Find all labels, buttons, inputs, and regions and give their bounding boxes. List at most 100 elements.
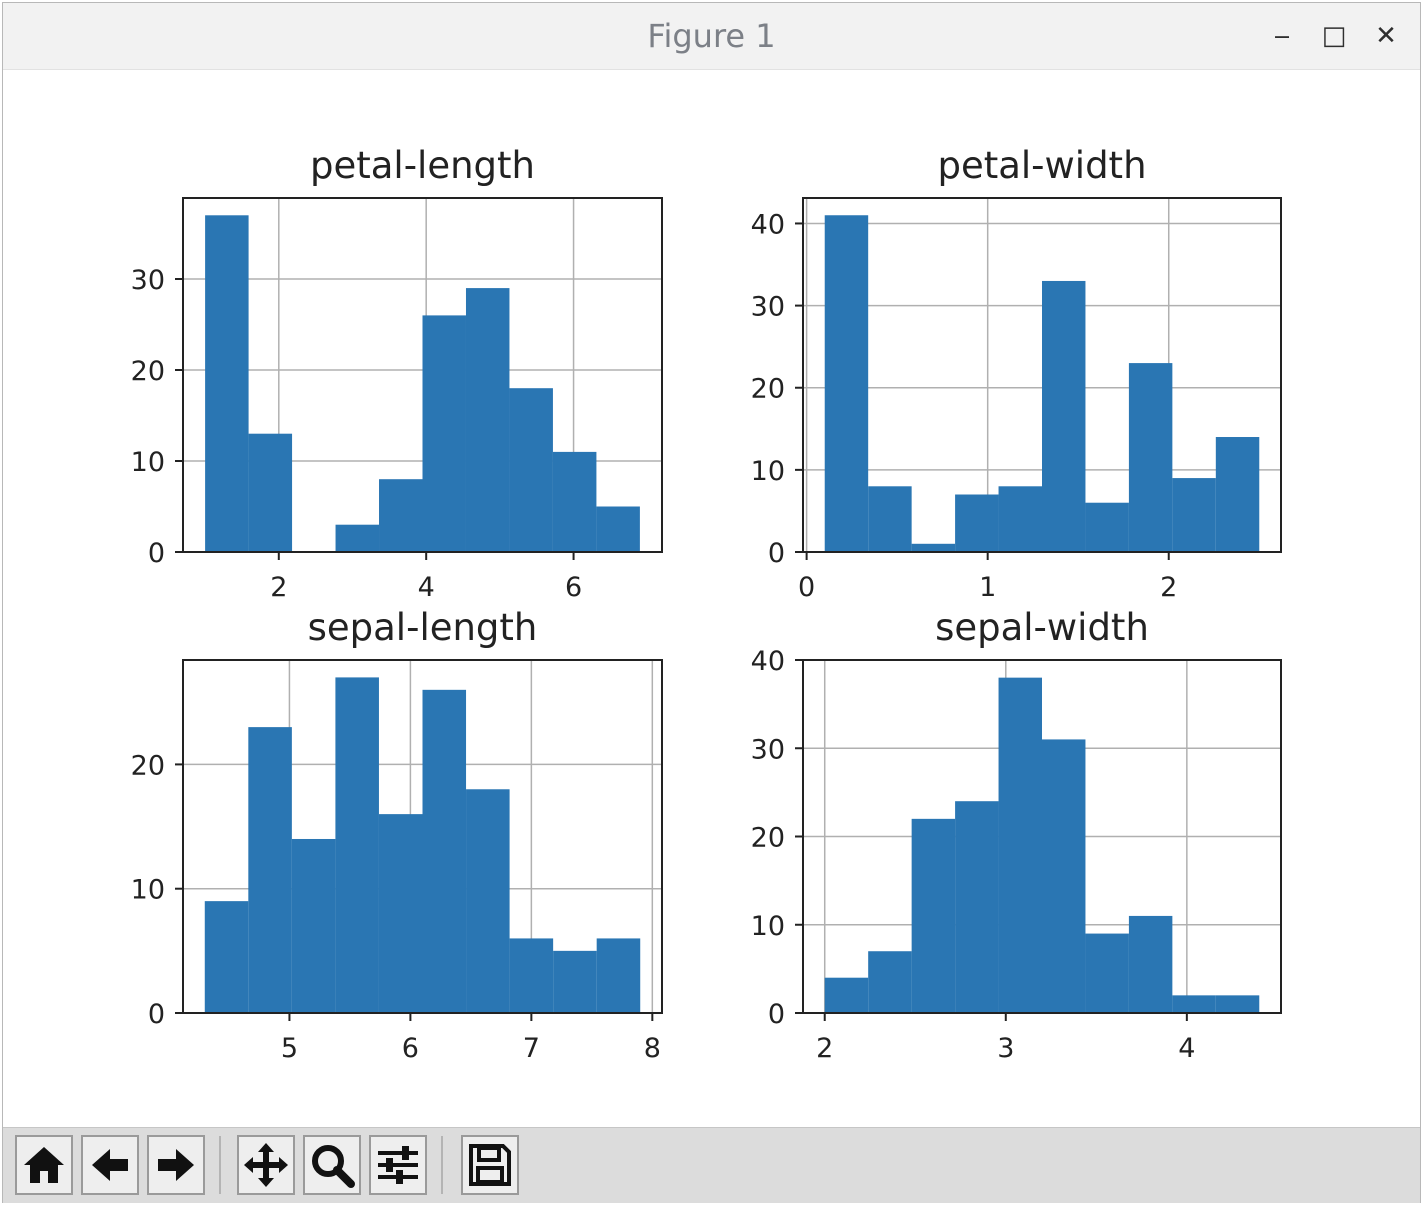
- histogram-bar: [204, 901, 249, 1013]
- histogram-bar: [998, 677, 1042, 1013]
- home-button[interactable]: [15, 1135, 73, 1195]
- home-icon: [24, 1147, 64, 1183]
- axes-frame: [182, 659, 663, 1014]
- magnifier-icon: [312, 1145, 355, 1188]
- axes-frame: [182, 197, 663, 553]
- y-tick-label: 0: [148, 538, 165, 569]
- x-tick-label: 2: [816, 1033, 833, 1064]
- y-tick-label: 0: [148, 999, 165, 1030]
- histogram-bar: [596, 506, 640, 552]
- histogram-bar: [868, 951, 912, 1013]
- x-tick-label: 2: [1160, 572, 1177, 603]
- histogram-bar: [1172, 995, 1216, 1013]
- histogram-bar: [465, 288, 510, 552]
- histogram-bar: [248, 433, 293, 552]
- histogram-bar: [998, 486, 1042, 552]
- x-tick-label: 5: [281, 1033, 298, 1064]
- y-tick-label: 30: [131, 265, 165, 296]
- y-tick-label: 40: [751, 209, 785, 240]
- histogram-bar: [378, 814, 423, 1013]
- histogram-bar: [824, 215, 869, 552]
- histogram-bar: [422, 315, 466, 552]
- histogram-bar: [911, 818, 956, 1013]
- histogram-sepal-length: sepal-length 5 6 7 8 0 10 20: [131, 606, 663, 1064]
- x-tick-label: 8: [644, 1033, 661, 1064]
- histogram-bar: [1128, 363, 1173, 552]
- navigation-toolbar: [3, 1127, 1420, 1203]
- arrow-right-icon: [158, 1149, 194, 1181]
- y-tick-label: 10: [751, 911, 785, 942]
- histogram-bar: [911, 543, 956, 552]
- y-tick-label: 30: [751, 292, 785, 323]
- y-tick-label: 10: [131, 447, 165, 478]
- histogram-bar: [422, 689, 467, 1013]
- move-icon: [244, 1143, 288, 1187]
- y-tick-label: 20: [751, 823, 785, 854]
- back-button[interactable]: [81, 1135, 139, 1195]
- histogram-bar: [509, 388, 553, 552]
- x-tick-label: 4: [418, 572, 435, 603]
- histogram-bar: [291, 838, 336, 1013]
- pan-button[interactable]: [237, 1135, 295, 1195]
- y-tick-label: 20: [751, 374, 785, 405]
- plot-title: sepal-width: [935, 606, 1149, 649]
- x-tick-label: 6: [565, 572, 582, 603]
- x-tick-label: 4: [1178, 1033, 1195, 1064]
- minimize-button[interactable]: ‒: [1273, 21, 1291, 51]
- histogram-bar: [466, 789, 510, 1013]
- histogram-bar: [1085, 933, 1129, 1013]
- histogram-bar: [335, 524, 380, 552]
- histogram-bar: [335, 677, 379, 1013]
- x-tick-label: 0: [798, 572, 815, 603]
- floppy-disk-icon: [469, 1144, 511, 1186]
- y-tick-label: 20: [131, 750, 165, 781]
- histogram-bar: [379, 479, 423, 552]
- histogram-bar: [955, 494, 999, 552]
- histogram-bar: [868, 486, 912, 552]
- histogram-bar: [1215, 995, 1260, 1013]
- toolbar-separator: [219, 1136, 221, 1194]
- title-bar[interactable]: Figure 1 ‒ □ ✕: [3, 3, 1420, 70]
- histogram-bar: [552, 451, 597, 552]
- histogram-bar: [955, 801, 999, 1013]
- histogram-bar: [1128, 915, 1173, 1013]
- arrow-left-icon: [92, 1149, 128, 1181]
- plot-title: petal-length: [310, 144, 535, 187]
- plot-title: petal-width: [937, 144, 1146, 187]
- y-tick-label: 0: [768, 999, 785, 1030]
- histogram-bar: [1085, 502, 1129, 552]
- x-tick-label: 3: [997, 1033, 1014, 1064]
- forward-button[interactable]: [147, 1135, 205, 1195]
- sliders-icon: [378, 1146, 418, 1184]
- y-tick-label: 30: [751, 734, 785, 765]
- y-tick-label: 0: [768, 538, 785, 569]
- x-tick-label: 1: [979, 572, 996, 603]
- histogram-bar: [1215, 437, 1260, 552]
- histogram-bar: [824, 977, 869, 1013]
- histogram-bar: [205, 215, 249, 553]
- histogram-bar: [248, 727, 292, 1013]
- x-tick-label: 7: [523, 1033, 540, 1064]
- histogram-bar: [1042, 739, 1086, 1013]
- histogram-petal-length: petal-length 2 4 6 0 10 20 30: [131, 144, 663, 603]
- y-tick-label: 10: [131, 875, 165, 906]
- close-button[interactable]: ✕: [1375, 21, 1397, 51]
- zoom-button[interactable]: [303, 1135, 361, 1195]
- x-tick-label: 2: [270, 572, 287, 603]
- save-button[interactable]: [461, 1135, 519, 1195]
- y-tick-label: 10: [751, 456, 785, 487]
- plot-title: sepal-length: [308, 606, 538, 649]
- y-tick-label: 40: [751, 646, 785, 677]
- x-tick-label: 6: [402, 1033, 419, 1064]
- maximize-button[interactable]: □: [1321, 21, 1347, 51]
- y-tick-label: 20: [131, 356, 165, 387]
- window-title: Figure 1: [647, 17, 776, 55]
- configure-subplots-button[interactable]: [369, 1135, 427, 1195]
- figure-canvas[interactable]: petal-length 2 4 6 0 10 20 30 petal-width 0 1 2 0 10 2…: [3, 70, 1420, 1127]
- toolbar-separator: [441, 1136, 443, 1194]
- histogram-bar: [1042, 280, 1086, 552]
